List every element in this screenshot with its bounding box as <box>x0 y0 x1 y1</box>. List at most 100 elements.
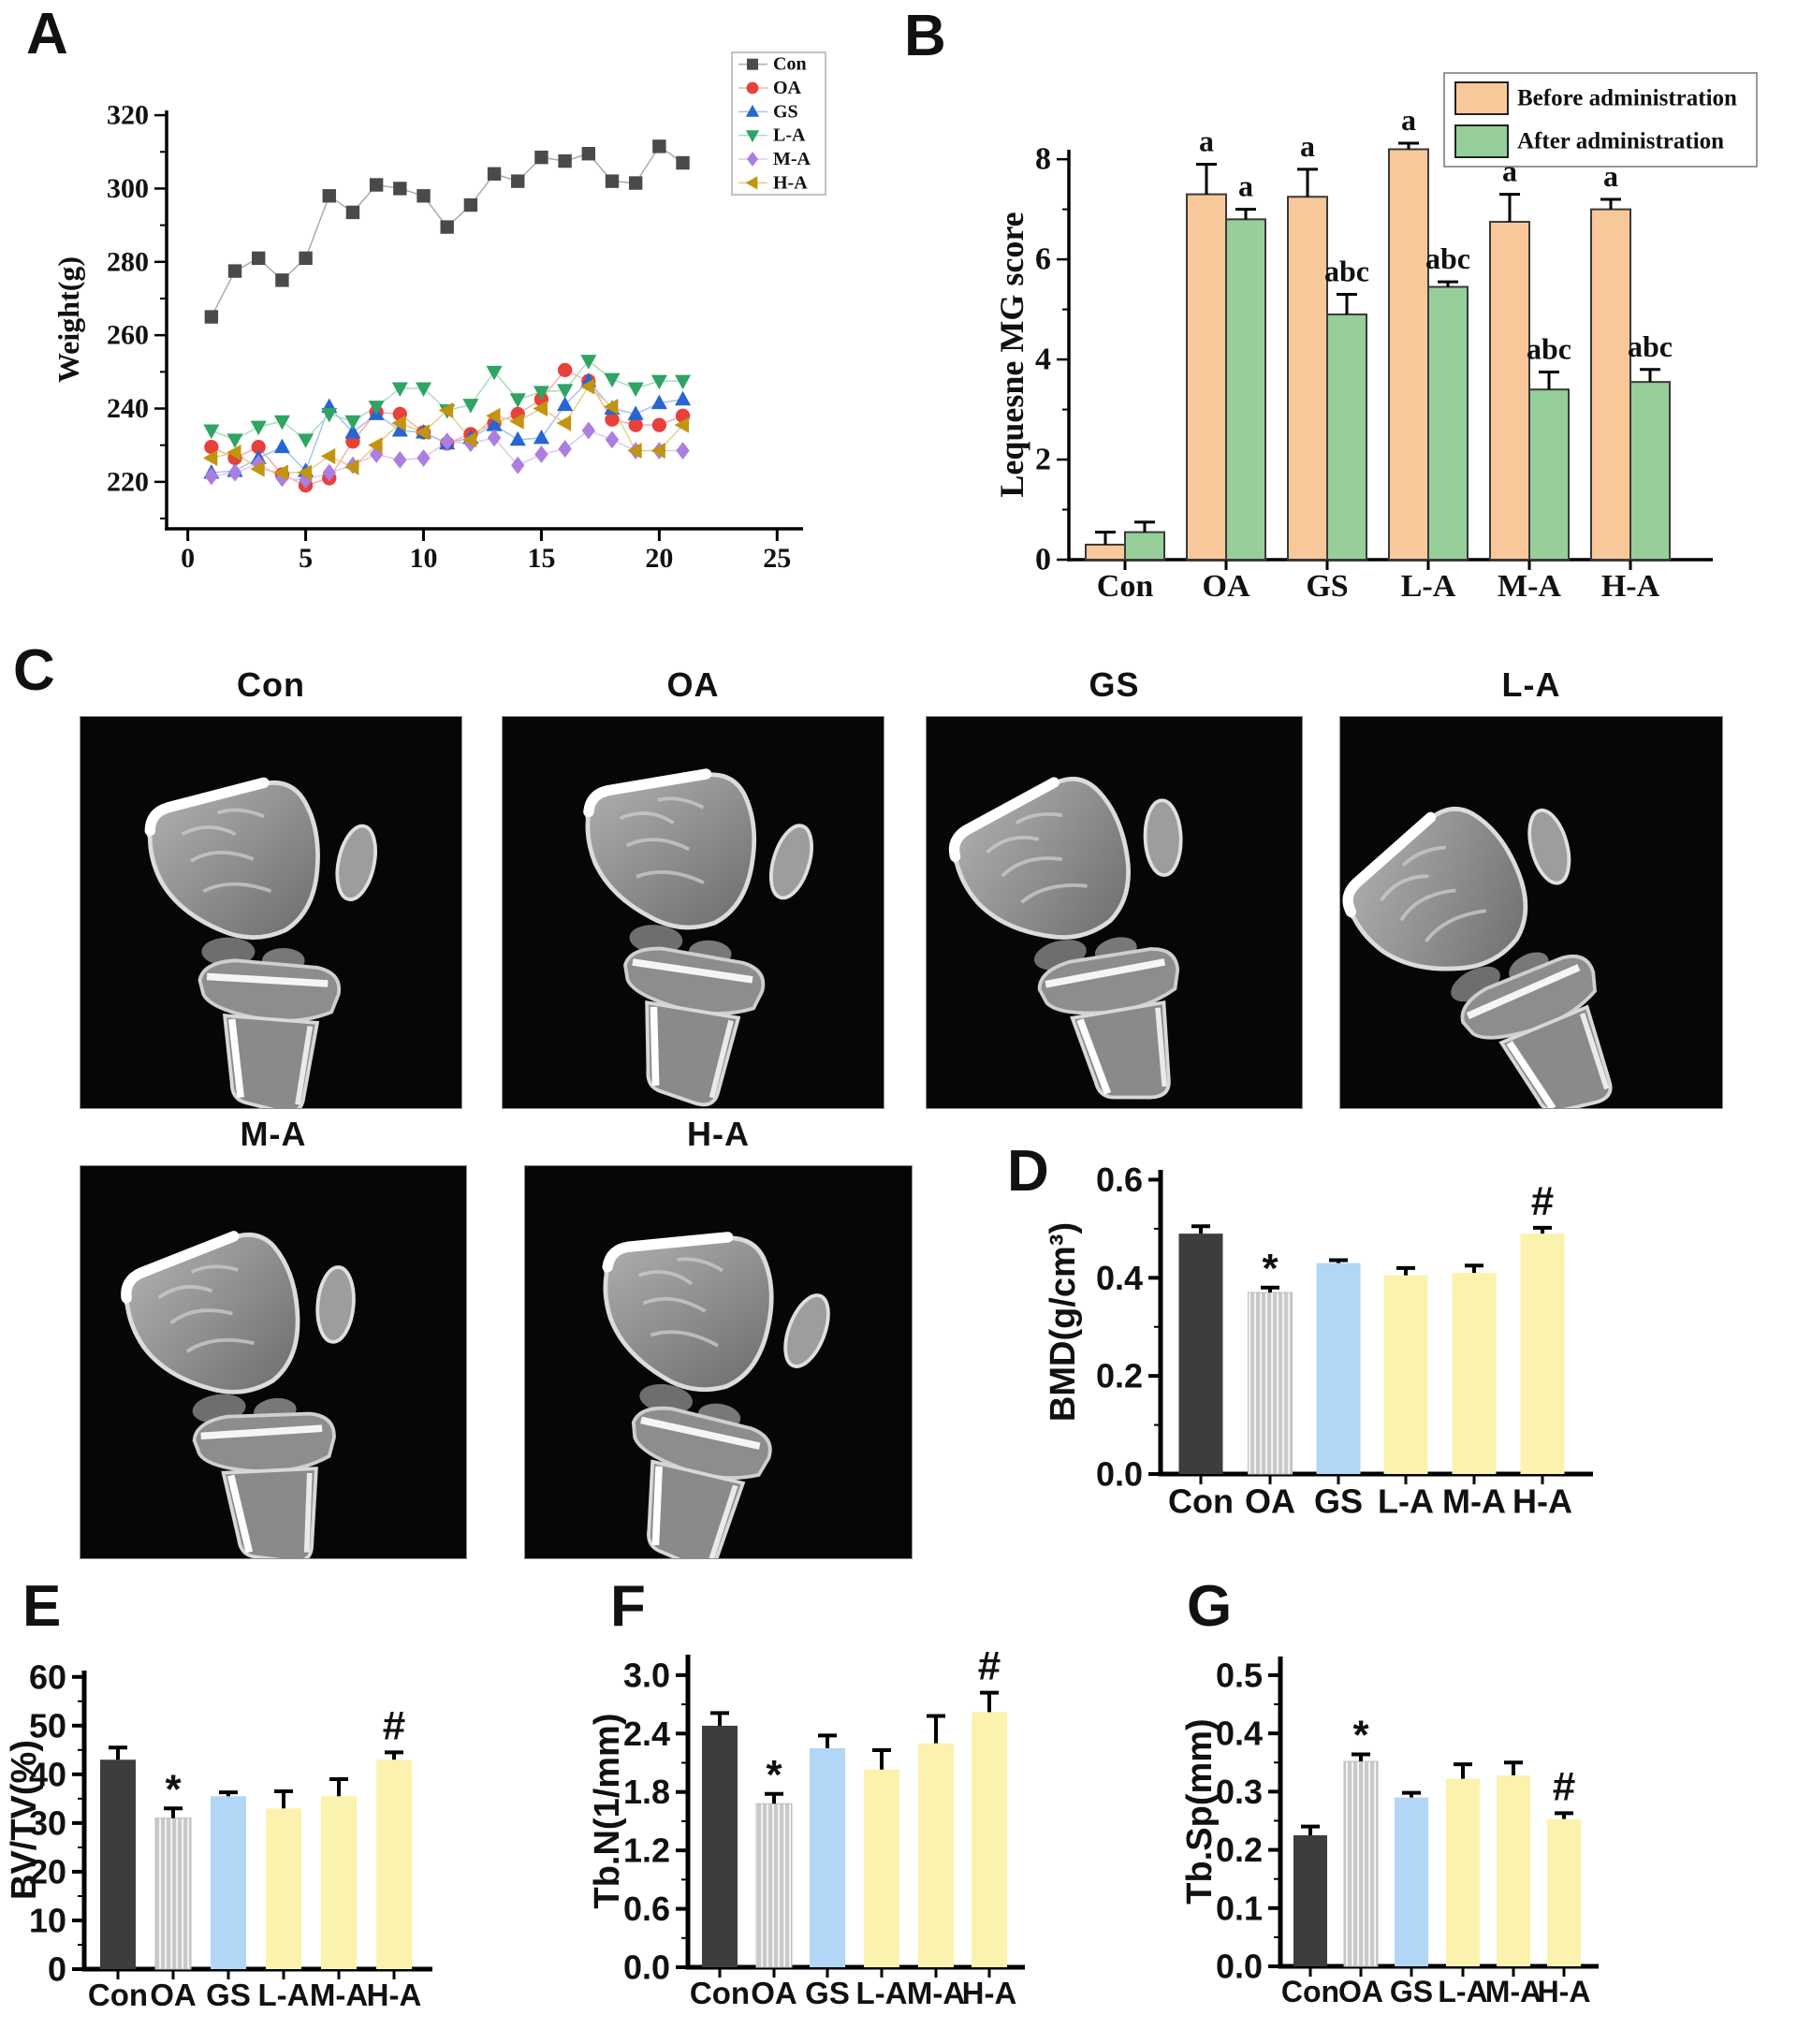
microct-label-con: Con <box>237 665 305 704</box>
svg-text:0.6: 0.6 <box>1096 1161 1143 1199</box>
svg-text:OA: OA <box>1203 569 1250 604</box>
svg-text:a: a <box>1238 169 1253 203</box>
svg-text:0: 0 <box>1035 543 1051 577</box>
svg-text:L-A: L-A <box>856 1976 908 2010</box>
svg-text:320: 320 <box>107 100 149 131</box>
svg-text:Con: Con <box>88 1978 148 2012</box>
svg-text:abc: abc <box>1527 331 1571 365</box>
svg-text:OA: OA <box>1245 1482 1295 1520</box>
panel-letter-g: G <box>1187 1574 1233 1639</box>
svg-text:GS: GS <box>206 1978 251 2012</box>
svg-text:OA: OA <box>751 1976 797 2010</box>
svg-text:H-A: H-A <box>962 1976 1017 2010</box>
chart-svg-a: 220 240 260 280 300 320 Weight(g) 0 5 10 15 20 25 Con… <box>51 51 826 574</box>
svg-text:a: a <box>1199 124 1214 158</box>
svg-text:GS: GS <box>1314 1482 1363 1520</box>
svg-text:M-A: M-A <box>1498 569 1561 604</box>
panel-letter-d: D <box>1007 1139 1049 1204</box>
microct-label-ha: H-A <box>687 1115 750 1153</box>
svg-text:10: 10 <box>410 543 438 574</box>
svg-text:2.4: 2.4 <box>623 1715 670 1753</box>
svg-text:30: 30 <box>29 1803 66 1842</box>
svg-text:20: 20 <box>29 1852 66 1891</box>
svg-text:0.2: 0.2 <box>1096 1357 1143 1395</box>
svg-text:Con: Con <box>1097 569 1154 604</box>
svg-text:4: 4 <box>1035 343 1051 377</box>
svg-text:a: a <box>1603 159 1618 193</box>
svg-text:abc: abc <box>1628 329 1673 363</box>
microct-image-oa <box>502 716 884 1109</box>
chart-svg-d: 0.0 0.2 0.4 0.6 BMD(g/cm³) Con OA GS L-A M-A H-A * # <box>1044 1161 1593 1520</box>
svg-text:L-A: L-A <box>258 1978 310 2012</box>
svg-text:6: 6 <box>1035 242 1051 277</box>
svg-text:L-A: L-A <box>1378 1482 1434 1520</box>
svg-text:60: 60 <box>29 1657 66 1696</box>
microct-panel-con: Con <box>80 665 462 1109</box>
svg-text:H-A: H-A <box>1538 1975 1591 2008</box>
svg-text:H-A: H-A <box>1512 1482 1572 1520</box>
svg-text:abc: abc <box>1425 241 1470 275</box>
svg-text:OA: OA <box>773 78 802 98</box>
panel-b-lequesne-bar-chart: 0 2 4 6 8 Lequesne MG score Con OA GS L-A M-A H-A a a… <box>894 0 1812 632</box>
microct-image-con <box>80 716 462 1109</box>
panel-a-weight-line-chart: 220 240 260 280 300 320 Weight(g) 0 5 10 15 20 25 Con… <box>14 0 899 632</box>
microct-image-la <box>1339 716 1723 1109</box>
svg-text:220: 220 <box>107 466 149 497</box>
microct-image-ma <box>80 1165 467 1559</box>
svg-text:M-A: M-A <box>310 1978 368 2012</box>
panel-letter-e: E <box>22 1574 62 1639</box>
svg-text:3.0: 3.0 <box>623 1656 670 1694</box>
microct-panel-gs: GS <box>926 665 1303 1109</box>
svg-text:M-A: M-A <box>1485 1975 1542 2008</box>
svg-text:L-A: L-A <box>1438 1975 1487 2008</box>
svg-text:H-A: H-A <box>367 1978 422 2012</box>
panel-letter-b: B <box>904 4 946 68</box>
chart-svg-f: 0.0 0.6 1.2 1.8 2.4 3.0 Tb.N(1/mm) Con OA GS L-A M-… <box>588 1643 1025 2010</box>
microct-label-gs: GS <box>1089 665 1140 704</box>
microct-image-gs <box>926 716 1303 1109</box>
microct-panel-ha: H-A <box>524 1115 913 1559</box>
svg-text:#: # <box>383 1702 405 1748</box>
svg-text:BV/TV(%): BV/TV(%) <box>5 1740 44 1900</box>
svg-text:50: 50 <box>29 1706 66 1745</box>
microct-panel-ma: M-A <box>80 1115 467 1559</box>
panel-g-tbsp-bar-chart: 0.0 0.1 0.2 0.3 0.4 0.5 Tb.Sp(mm) Con OA GS L-A M-A… <box>1170 1582 1812 2044</box>
svg-text:H-A: H-A <box>773 172 808 193</box>
svg-text:#: # <box>1531 1178 1554 1224</box>
svg-text:0.2: 0.2 <box>1216 1831 1263 1869</box>
svg-text:M-A: M-A <box>773 149 811 169</box>
panel-e-bvtv-bar-chart: 0 10 20 30 40 50 60 BV/TV(%) Con OA GS L-A M-A H-A * # <box>0 1582 592 2044</box>
svg-text:Weight(g): Weight(g) <box>51 256 85 383</box>
svg-text:a: a <box>1401 103 1416 137</box>
panel-letter-f: F <box>610 1574 646 1639</box>
svg-text:*: * <box>1352 1713 1369 1759</box>
svg-text:Con: Con <box>690 1976 750 2010</box>
microct-label-oa: OA <box>666 665 720 704</box>
microct-panel-la: L-A <box>1339 665 1723 1109</box>
svg-text:10: 10 <box>29 1901 66 1939</box>
svg-text:OA: OA <box>150 1978 197 2012</box>
svg-text:0.0: 0.0 <box>1096 1455 1143 1494</box>
svg-text:H-A: H-A <box>1601 569 1660 604</box>
svg-text:Tb.N(1/mm): Tb.N(1/mm) <box>588 1714 627 1909</box>
svg-text:Before administration: Before administration <box>1517 86 1737 111</box>
svg-text:*: * <box>1262 1246 1279 1292</box>
svg-text:Con: Con <box>1168 1482 1234 1520</box>
svg-text:1.8: 1.8 <box>623 1773 670 1811</box>
svg-text:40: 40 <box>29 1755 66 1793</box>
svg-text:Tb.Sp(mm): Tb.Sp(mm) <box>1180 1718 1220 1904</box>
svg-text:GS: GS <box>773 101 798 122</box>
svg-text:0.4: 0.4 <box>1216 1715 1263 1753</box>
svg-text:L-A: L-A <box>773 125 806 146</box>
svg-text:0: 0 <box>181 543 195 574</box>
microct-label-ma: M-A <box>240 1115 307 1153</box>
svg-text:GS: GS <box>1306 569 1348 604</box>
chart-svg-e: 0 10 20 30 40 50 60 BV/TV(%) Con OA GS L-A M-AH-A * # <box>5 1657 432 2012</box>
svg-text:M-A: M-A <box>907 1976 965 2010</box>
panel-d-bmd-bar-chart: 0.0 0.2 0.4 0.6 BMD(g/cm³) Con OA GS L-A M-A H-A * # <box>983 1128 1812 1588</box>
microct-panel-oa: OA <box>502 665 884 1109</box>
svg-text:0.0: 0.0 <box>623 1949 670 1987</box>
svg-text:240: 240 <box>107 393 149 424</box>
